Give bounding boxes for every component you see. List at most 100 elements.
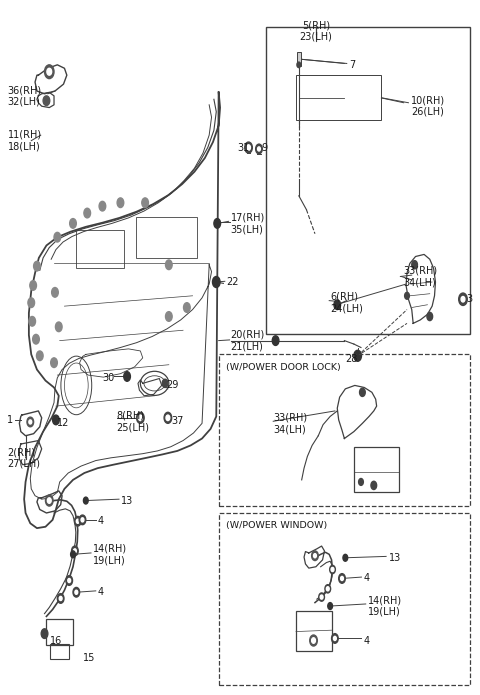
Text: 10(RH)
26(LH): 10(RH) 26(LH) — [411, 95, 445, 117]
Circle shape — [43, 96, 50, 106]
Circle shape — [81, 518, 84, 522]
Text: 4: 4 — [363, 635, 370, 646]
Circle shape — [459, 293, 467, 305]
Text: 33(RH)
34(LH): 33(RH) 34(LH) — [404, 265, 438, 287]
Text: 30: 30 — [102, 373, 114, 383]
Text: 15: 15 — [84, 653, 96, 663]
Circle shape — [320, 595, 323, 599]
Circle shape — [328, 603, 333, 610]
Text: 36(RH)
32(LH): 36(RH) 32(LH) — [8, 85, 42, 106]
Text: 14(RH)
19(LH): 14(RH) 19(LH) — [368, 595, 402, 617]
Circle shape — [71, 551, 75, 558]
Text: 13: 13 — [389, 553, 402, 563]
Circle shape — [74, 516, 81, 526]
Circle shape — [70, 218, 76, 228]
Circle shape — [334, 637, 336, 641]
Text: 20(RH)
21(LH): 20(RH) 21(LH) — [230, 330, 265, 352]
Bar — [354, 448, 399, 492]
Text: 33(RH)
34(LH): 33(RH) 34(LH) — [273, 413, 307, 434]
Text: 3: 3 — [467, 294, 473, 304]
Circle shape — [312, 638, 315, 644]
Circle shape — [166, 260, 172, 270]
Circle shape — [27, 417, 34, 427]
Text: (W/POWER WINDOW): (W/POWER WINDOW) — [226, 521, 327, 530]
Circle shape — [99, 202, 106, 211]
Circle shape — [214, 218, 220, 228]
Circle shape — [319, 593, 324, 601]
Circle shape — [84, 497, 88, 504]
Text: 37: 37 — [171, 416, 183, 426]
Circle shape — [138, 415, 142, 420]
Text: 17(RH)
35(LH): 17(RH) 35(LH) — [230, 213, 265, 234]
Circle shape — [84, 208, 91, 218]
Bar — [296, 75, 382, 120]
Circle shape — [412, 261, 418, 269]
Circle shape — [164, 412, 172, 423]
Circle shape — [59, 596, 62, 600]
Circle shape — [258, 147, 261, 151]
Circle shape — [41, 629, 48, 639]
Circle shape — [331, 567, 334, 571]
Circle shape — [51, 358, 57, 368]
Circle shape — [52, 288, 58, 297]
Text: 4: 4 — [363, 573, 370, 584]
Text: 6(RH)
24(LH): 6(RH) 24(LH) — [330, 292, 363, 313]
Circle shape — [29, 420, 32, 424]
Circle shape — [36, 351, 43, 361]
Circle shape — [66, 575, 72, 585]
Circle shape — [47, 68, 52, 75]
Circle shape — [73, 549, 76, 553]
Circle shape — [166, 311, 172, 321]
Circle shape — [354, 350, 361, 361]
Text: (W/POWER DOOR LOCK): (W/POWER DOOR LOCK) — [226, 363, 340, 372]
Circle shape — [405, 293, 409, 300]
Circle shape — [46, 495, 53, 506]
Circle shape — [334, 300, 341, 309]
Circle shape — [48, 498, 51, 503]
Circle shape — [371, 481, 377, 489]
Circle shape — [245, 142, 252, 153]
Circle shape — [73, 587, 80, 597]
Circle shape — [124, 372, 131, 382]
Circle shape — [76, 519, 79, 523]
Circle shape — [341, 576, 343, 580]
Circle shape — [312, 551, 318, 561]
Text: 22: 22 — [227, 277, 239, 287]
Text: 14(RH)
19(LH): 14(RH) 19(LH) — [93, 543, 127, 565]
Circle shape — [34, 261, 40, 271]
Circle shape — [33, 334, 39, 344]
Circle shape — [326, 587, 329, 591]
Text: 4: 4 — [97, 587, 104, 597]
Circle shape — [297, 62, 301, 67]
Circle shape — [247, 145, 251, 150]
Circle shape — [28, 298, 35, 307]
Text: 11(RH)
18(LH): 11(RH) 18(LH) — [8, 130, 42, 152]
Circle shape — [142, 198, 148, 208]
Circle shape — [359, 478, 363, 485]
Bar — [50, 644, 69, 659]
Circle shape — [75, 590, 78, 594]
Text: 31: 31 — [237, 142, 250, 153]
Circle shape — [272, 336, 279, 345]
Circle shape — [343, 555, 348, 562]
Text: 4: 4 — [97, 516, 104, 526]
Circle shape — [54, 232, 60, 242]
Circle shape — [183, 303, 190, 312]
Bar — [47, 619, 72, 646]
Circle shape — [325, 584, 331, 593]
Text: 5(RH)
23(LH): 5(RH) 23(LH) — [300, 20, 332, 42]
Text: 28: 28 — [345, 354, 358, 364]
Circle shape — [310, 635, 317, 646]
Bar — [76, 230, 124, 268]
Text: 7: 7 — [349, 60, 355, 70]
Bar — [219, 354, 470, 506]
Circle shape — [79, 515, 86, 525]
Circle shape — [30, 281, 36, 291]
Circle shape — [45, 65, 54, 79]
Circle shape — [56, 322, 62, 332]
Circle shape — [313, 554, 316, 558]
Circle shape — [256, 144, 262, 154]
Bar — [219, 513, 470, 685]
Circle shape — [213, 277, 220, 288]
Circle shape — [332, 634, 338, 644]
